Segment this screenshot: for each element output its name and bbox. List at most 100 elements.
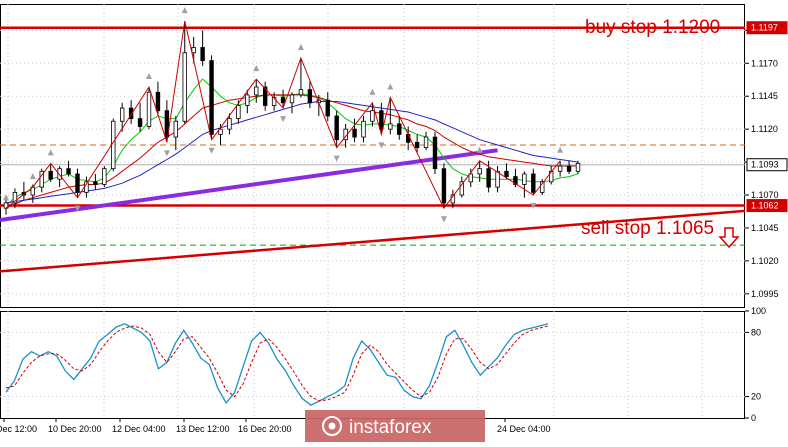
resistance-price-label: 1.1197 xyxy=(751,23,778,33)
candle xyxy=(477,160,482,182)
candle xyxy=(361,115,366,143)
candle xyxy=(423,131,429,151)
candle-body-up xyxy=(12,191,18,204)
candle xyxy=(441,163,447,209)
candle xyxy=(280,89,286,109)
candle-body-down xyxy=(307,89,313,104)
candle xyxy=(379,102,384,135)
candle-body-down xyxy=(128,107,134,120)
x-tick-label: 24 Dec 04:00 xyxy=(497,424,551,434)
price-panel: buy stop 1.1200 sell stop 1.1065 1.11951… xyxy=(0,4,788,308)
candle-body-up xyxy=(298,89,304,96)
candle xyxy=(531,168,536,196)
candle xyxy=(370,102,375,127)
y-tick-label: 1.1020 xyxy=(751,256,779,266)
candle xyxy=(200,30,205,66)
candle-body-up xyxy=(245,94,250,106)
candle-body-down xyxy=(397,123,402,135)
candle xyxy=(209,55,214,140)
candle-body-up xyxy=(182,52,187,122)
fractal-up-icon xyxy=(3,194,9,201)
candle-body-down xyxy=(280,97,286,104)
candle xyxy=(298,58,304,98)
candle xyxy=(504,163,509,180)
support-price-label: 1.1062 xyxy=(751,201,779,211)
sell-stop-annotation: sell stop 1.1065 xyxy=(581,218,714,239)
candle-body-up xyxy=(119,107,125,122)
candle xyxy=(227,113,232,135)
current-price-tag xyxy=(746,158,788,172)
current-price-label: 1.1093 xyxy=(751,160,779,170)
fractal-up-icon xyxy=(387,83,394,90)
candle-body-down xyxy=(531,173,536,193)
candle-body-down xyxy=(379,110,384,130)
candle xyxy=(155,81,161,116)
candle-body-down xyxy=(200,47,205,62)
stochastic-main-line xyxy=(5,323,549,406)
candle xyxy=(289,92,295,114)
candle-body-down xyxy=(334,115,339,141)
candle xyxy=(397,115,402,140)
fractal-up-icon xyxy=(476,146,483,153)
candle xyxy=(254,79,259,103)
candle xyxy=(388,97,393,135)
time-axis: Dec 12:00 10 Dec 20:00 12 Dec 04:00 13 Dec … xyxy=(0,418,551,434)
support-price-tag xyxy=(746,199,788,213)
candle-body-down xyxy=(48,170,53,180)
candle-body-up xyxy=(191,47,196,54)
candle xyxy=(566,160,572,174)
candle-body-down xyxy=(432,136,438,170)
instaforex-watermark: instaforex xyxy=(305,410,485,442)
buy-stop-annotation: buy stop 1.1200 xyxy=(585,17,720,38)
candle xyxy=(75,168,80,198)
candle-body-up xyxy=(468,173,473,183)
candle-body-up xyxy=(370,110,375,122)
fractal-down-icon xyxy=(208,147,215,154)
candle-body-up xyxy=(477,168,482,175)
candle xyxy=(495,166,500,193)
candle-body-down xyxy=(325,99,330,117)
candle-body-down xyxy=(209,60,214,135)
zigzag-line xyxy=(5,20,561,210)
x-tick-label: Dec 12:00 xyxy=(0,424,37,434)
candle xyxy=(102,166,107,188)
candle xyxy=(164,100,170,143)
osc-y-tick-label: 0 xyxy=(751,413,756,423)
candle xyxy=(93,173,98,190)
candle-body-down xyxy=(66,168,71,175)
osc-y-tick-label: 100 xyxy=(751,306,766,316)
fractal-up-icon xyxy=(146,72,152,79)
candle xyxy=(57,166,62,188)
candle xyxy=(459,176,465,198)
candle xyxy=(334,110,339,148)
candle-body-up xyxy=(540,181,545,193)
candle xyxy=(575,160,581,174)
fractal-up-icon xyxy=(29,173,36,180)
fractal-down-icon xyxy=(333,155,340,162)
fractal-down-icon xyxy=(530,203,537,210)
candle-body-up xyxy=(173,120,179,138)
candle-body-down xyxy=(566,165,572,172)
osc-y-tick-label: 80 xyxy=(751,327,761,337)
candle xyxy=(48,163,53,182)
candle-body-down xyxy=(75,173,80,193)
x-tick-label: 12 Dec 04:00 xyxy=(112,424,166,434)
candle-body-up xyxy=(218,128,223,135)
fractal-up-icon xyxy=(557,146,564,153)
y-tick-label: 1.1120 xyxy=(751,124,778,134)
candle xyxy=(325,92,330,122)
candle xyxy=(245,89,250,114)
candle xyxy=(12,188,18,209)
x-tick-label: 10 Dec 20:00 xyxy=(48,424,102,434)
y-tick-label: 1.0995 xyxy=(751,289,779,299)
resistance-price-tag xyxy=(746,21,788,35)
candle-body-down xyxy=(441,168,447,204)
candle xyxy=(548,166,554,185)
candle-body-up xyxy=(548,170,554,183)
candle xyxy=(414,134,420,153)
candle xyxy=(262,81,268,111)
fractal-up-icon xyxy=(253,65,260,72)
y-tick-label: 1.1145 xyxy=(751,91,778,101)
candle-body-down xyxy=(486,168,491,188)
